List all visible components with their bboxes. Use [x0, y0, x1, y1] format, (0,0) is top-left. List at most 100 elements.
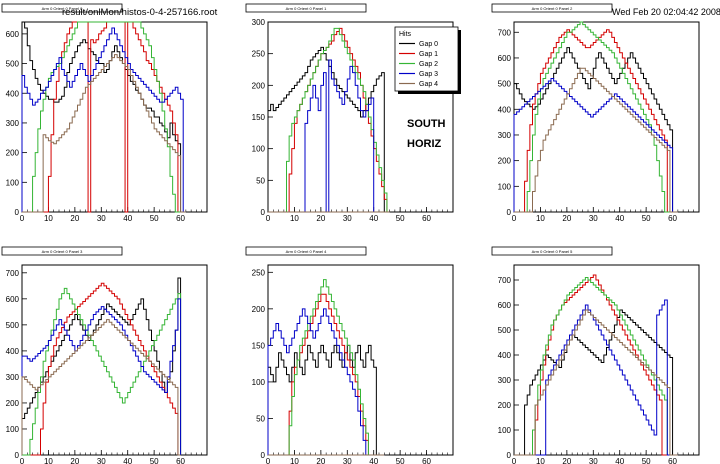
file-title: result/onlMon/histos-0-4-257166.root — [62, 7, 218, 18]
x-tick-label: 0 — [266, 457, 271, 464]
x-tick-label: 10 — [290, 457, 299, 464]
series-gap-0 — [513, 47, 678, 213]
series-gap-0 — [267, 344, 385, 456]
panel-title-box — [491, 246, 613, 256]
y-tick-label: 100 — [498, 426, 512, 435]
x-tick-label: 30 — [97, 457, 106, 464]
series-gap-1 — [268, 293, 385, 456]
y-tick-label: 200 — [498, 157, 512, 166]
orientation-label-2: HORIZ — [407, 138, 442, 150]
y-tick-label: 250 — [252, 50, 266, 59]
series-gap-0 — [21, 21, 186, 213]
y-tick-label: 500 — [498, 80, 512, 89]
y-tick-label: 150 — [252, 113, 266, 122]
panel-title: Arm 0 Orient 0 Panel 3 — [42, 249, 83, 254]
y-tick-label: 500 — [6, 321, 20, 330]
y-tick-label: 300 — [6, 119, 20, 128]
y-tick-label: 600 — [6, 30, 20, 39]
y-tick-label: 400 — [6, 89, 20, 98]
plot-frame — [513, 264, 700, 456]
series-gap-4 — [514, 309, 678, 456]
y-tick-label: 150 — [252, 341, 266, 350]
series-gap-3 — [21, 27, 186, 213]
x-tick-label: 20 — [562, 457, 571, 464]
x-tick-label: 0 — [20, 457, 25, 464]
panel-title-box — [1, 3, 123, 13]
x-tick-label: 10 — [290, 214, 299, 223]
series-gap-1 — [22, 282, 181, 456]
series-gap-3 — [21, 298, 182, 455]
y-tick-label: 50 — [256, 176, 265, 185]
y-tick-label: 200 — [252, 81, 266, 90]
y-tick-label: 0 — [261, 208, 266, 217]
series-gap-4 — [21, 319, 181, 456]
y-tick-label: 0 — [507, 208, 512, 217]
panel-4: Arm 0 Orient 0 Panel 4 0 10 20 30 40 50 60 0 50 10… — [245, 246, 454, 464]
x-tick-label: 30 — [589, 214, 598, 223]
y-tick-label: 0 — [507, 451, 512, 460]
x-tick-label: 60 — [668, 457, 677, 464]
x-tick-label: 20 — [70, 457, 79, 464]
x-tick-label: 0 — [20, 214, 25, 223]
y-tick-label: 100 — [6, 425, 20, 434]
panel-1: Arm 0 Orient 0 Panel 1 0 10 20 30 40 50 60 0 50 10… — [245, 3, 454, 223]
y-tick-label: 200 — [498, 401, 512, 410]
x-tick-label: 60 — [422, 457, 431, 464]
x-tick-label: 50 — [396, 457, 405, 464]
legend-entry: Gap 0 — [419, 41, 438, 48]
orientation-label-1: SOUTH — [407, 118, 446, 130]
y-tick-label: 100 — [252, 145, 266, 154]
legend-entry: Gap 1 — [419, 51, 438, 58]
series-gap-1 — [514, 274, 678, 456]
x-tick-label: 40 — [123, 214, 132, 223]
x-tick-label: 0 — [512, 457, 517, 464]
y-tick-label: 300 — [498, 376, 512, 385]
y-tick-label: 600 — [6, 295, 20, 304]
legend-title: Hits — [399, 31, 412, 38]
x-tick-label: 60 — [176, 214, 185, 223]
series-gap-2 — [514, 277, 678, 456]
x-tick-label: 30 — [97, 214, 106, 223]
x-tick-label: 40 — [123, 457, 132, 464]
y-tick-label: 0 — [15, 208, 20, 217]
y-tick-label: 300 — [6, 373, 20, 382]
x-tick-label: 10 — [44, 214, 53, 223]
x-tick-label: 60 — [668, 214, 677, 223]
y-tick-label: 50 — [256, 414, 265, 423]
x-tick-label: 10 — [44, 457, 53, 464]
panel-title-box — [491, 3, 613, 13]
x-tick-label: 60 — [422, 214, 431, 223]
y-tick-label: 100 — [252, 378, 266, 387]
x-tick-label: 50 — [150, 457, 159, 464]
panel-title-box — [245, 246, 367, 256]
series-gap-3 — [514, 299, 678, 456]
y-tick-label: 100 — [498, 182, 512, 191]
panel-title: Arm 0 Orient 0 Panel 5 — [532, 249, 573, 254]
x-tick-label: 20 — [70, 214, 79, 223]
panel-title: Arm 0 Orient 0 Panel 0 — [42, 6, 83, 11]
x-tick-label: 0 — [512, 214, 517, 223]
x-tick-label: 10 — [536, 214, 545, 223]
panel-5: Arm 0 Orient 0 Panel 50 10 20 30 40 50 6001002… — [491, 246, 700, 464]
y-tick-label: 400 — [6, 347, 20, 356]
y-tick-label: 0 — [261, 451, 266, 460]
series-gap-3 — [513, 77, 678, 213]
panel-title-box — [1, 246, 123, 256]
plot-frame — [513, 21, 700, 213]
x-tick-label: 30 — [343, 214, 352, 223]
panel-0: Arm 0 Orient 0 Panel 00 10 20 30 40 50 6001002… — [1, 3, 208, 223]
y-tick-label: 250 — [252, 268, 266, 277]
x-tick-label: 40 — [369, 457, 378, 464]
x-tick-label: 50 — [642, 214, 651, 223]
legend-box — [394, 26, 459, 92]
y-tick-label: 400 — [498, 105, 512, 114]
series-gap-2 — [514, 21, 678, 213]
x-tick-label: 20 — [562, 214, 571, 223]
series-gap-2 — [22, 287, 182, 456]
x-tick-label: 30 — [343, 457, 352, 464]
y-tick-label: 400 — [498, 351, 512, 360]
y-tick-label: 700 — [498, 276, 512, 285]
x-tick-label: 10 — [536, 457, 545, 464]
y-tick-label: 300 — [498, 131, 512, 140]
legend: Hits Gap 0 Gap 1 Gap 2 Gap 3 Gap 4 — [394, 26, 461, 94]
